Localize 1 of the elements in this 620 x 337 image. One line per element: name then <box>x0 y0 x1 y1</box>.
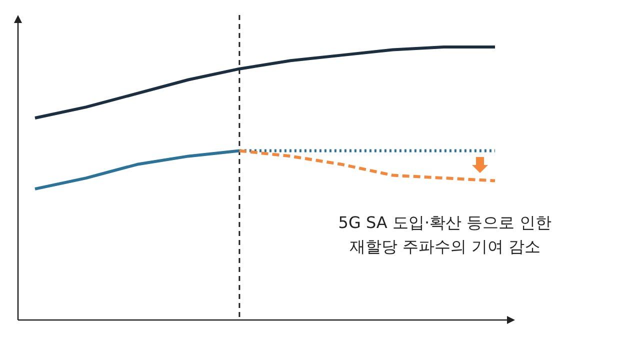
annotation: 5G SA 도입·확산 등으로 인한 재할당 주파수의 기여 감소 <box>338 213 552 256</box>
